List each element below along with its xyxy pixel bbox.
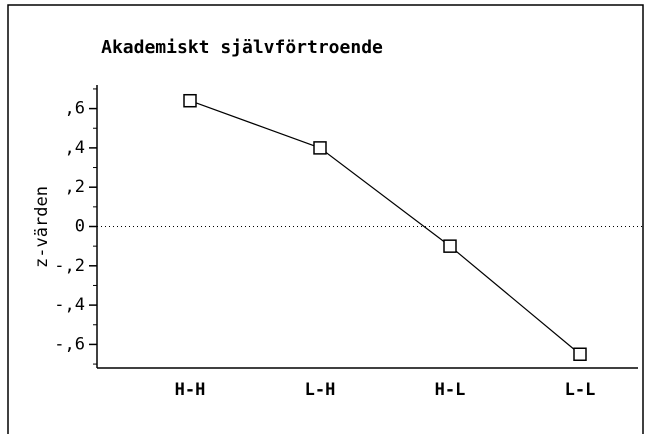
- x-tick-label: L-H: [305, 380, 336, 400]
- marker: [443, 239, 457, 253]
- series-line: [189, 100, 581, 355]
- marker: [183, 93, 197, 108]
- chart-title: Akademiskt självförtroende: [101, 37, 383, 58]
- marker: [313, 141, 327, 155]
- x-tick-label: H-H: [175, 380, 206, 400]
- y-axis-label: z-värden: [32, 186, 52, 268]
- y-tick-label: -,6: [54, 334, 85, 354]
- y-tick-label: ,2: [65, 177, 85, 197]
- x-tick-label: H-L: [435, 380, 466, 400]
- y-tick-label: 0: [75, 217, 85, 237]
- y-tick-label: ,4: [65, 138, 85, 158]
- x-tick-label: L-L: [565, 380, 596, 400]
- marker: [573, 347, 587, 361]
- y-tick-label: ,6: [65, 99, 85, 119]
- y-tick-label: -,2: [54, 256, 85, 276]
- frame: [7, 4, 644, 434]
- y-tick-label: -,4: [54, 295, 85, 315]
